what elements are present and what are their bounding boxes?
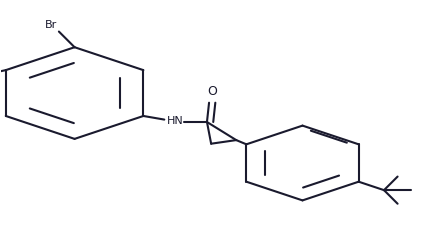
- Text: Br: Br: [45, 20, 57, 30]
- Text: O: O: [207, 85, 217, 98]
- Text: HN: HN: [166, 116, 183, 126]
